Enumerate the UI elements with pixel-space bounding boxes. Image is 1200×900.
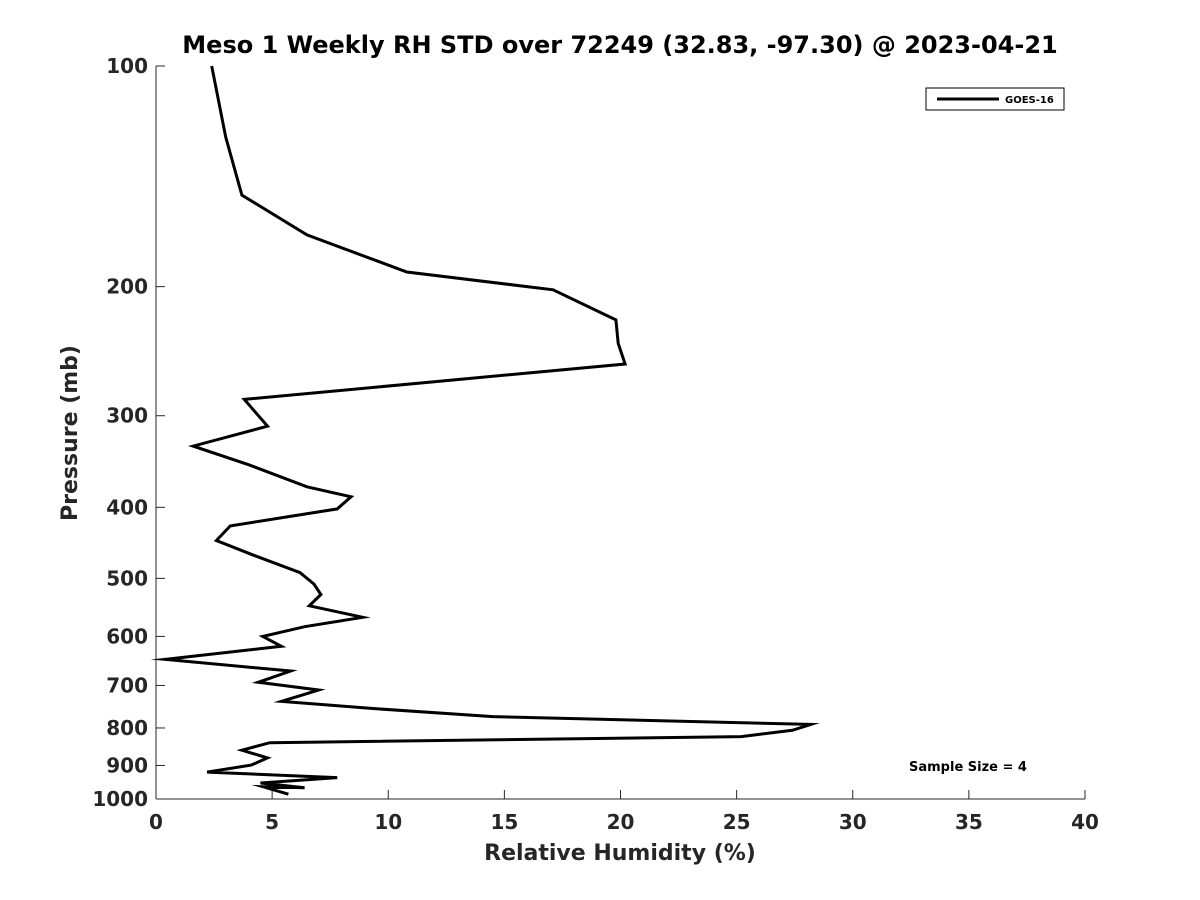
y-tick-label: 300 [106, 404, 148, 428]
x-tick-label: 15 [490, 810, 518, 834]
y-axis-label: Pressure (mb) [58, 345, 83, 521]
x-tick-label: 35 [955, 810, 983, 834]
y-tick-label: 100 [106, 54, 148, 78]
x-tick-label: 40 [1071, 810, 1099, 834]
y-tick-label: 800 [106, 716, 148, 740]
y-tick-label: 600 [106, 624, 148, 648]
series-line-goes-16 [150, 65, 820, 796]
x-axis-ticks: 0 5 10 15 20 25 30 35 40 [149, 790, 1099, 834]
plot-axes [155, 66, 1085, 800]
sample-size-annotation: Sample Size = 4 [909, 760, 1027, 775]
y-tick-label: 1000 [92, 787, 148, 811]
x-tick-label: 20 [607, 810, 635, 834]
x-tick-label: 0 [149, 810, 163, 834]
y-tick-label: 500 [106, 566, 148, 590]
y-axis-ticks: 100 200 300 400 500 600 700 800 900 1000 [92, 54, 165, 811]
y-tick-label: 200 [106, 275, 148, 299]
legend: GOES-16 [925, 87, 1065, 111]
x-axis-label: Relative Humidity (%) [484, 841, 756, 866]
x-tick-label: 5 [265, 810, 279, 834]
x-tick-label: 10 [374, 810, 402, 834]
legend-label-goes-16: GOES-16 [1005, 95, 1054, 106]
y-tick-label: 900 [106, 753, 148, 777]
chart-title: Meso 1 Weekly RH STD over 72249 (32.83, … [182, 31, 1057, 59]
series-lines [150, 65, 820, 796]
y-tick-label: 400 [106, 495, 148, 519]
y-tick-label: 700 [106, 673, 148, 697]
x-tick-label: 25 [723, 810, 751, 834]
x-tick-label: 30 [839, 810, 867, 834]
